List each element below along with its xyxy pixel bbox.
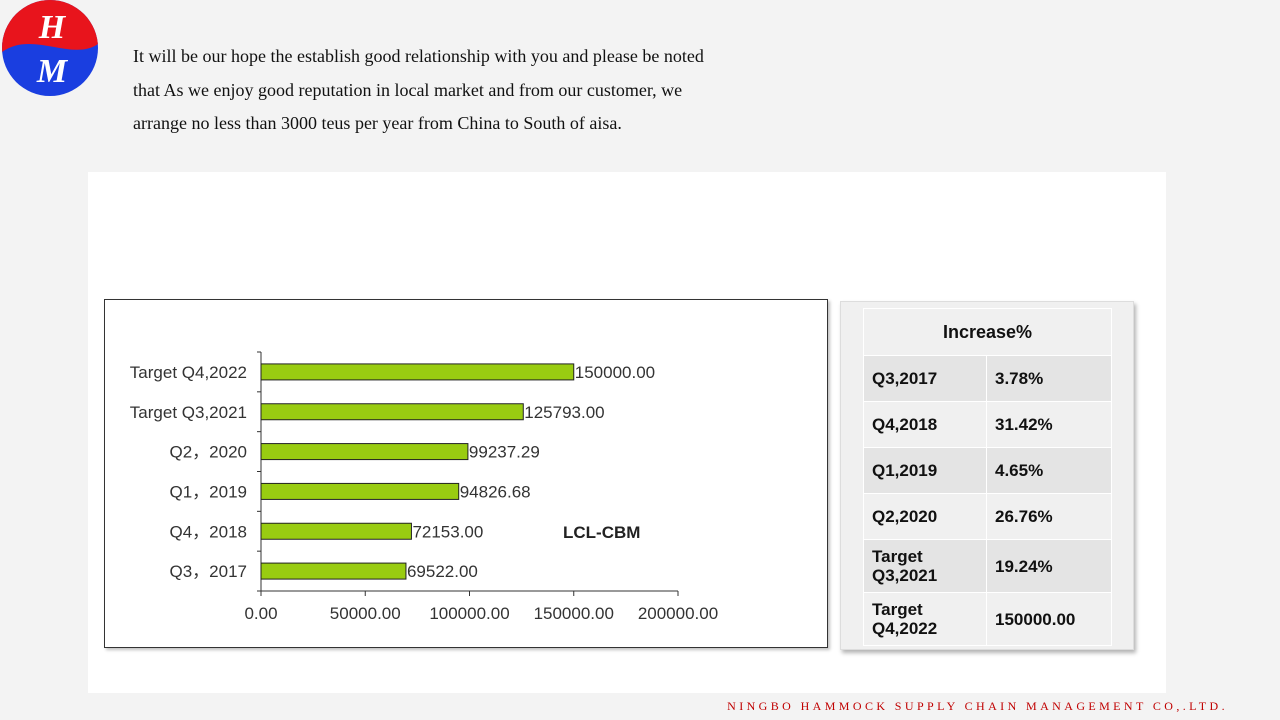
company-logo: H M xyxy=(2,0,98,96)
category-label: Q1，2019 xyxy=(170,482,248,501)
table-row: Target Q3,2021 19.24% xyxy=(863,539,1112,593)
period-cell: Target Q4,2022 xyxy=(863,592,987,646)
bar xyxy=(260,403,524,421)
bar xyxy=(260,482,460,500)
table-row: Q2,2020 26.76% xyxy=(863,493,1112,540)
value-label: 150000.00 xyxy=(575,363,655,382)
x-tick-label: 150000.00 xyxy=(534,604,614,623)
logo-letter-h: H xyxy=(38,9,67,46)
category-label: Q3，2017 xyxy=(170,562,248,581)
value-label: 72153.00 xyxy=(412,522,483,541)
bar xyxy=(260,522,412,540)
increase-table: Increase% Q3,2017 3.78% Q4,2018 31.42% Q… xyxy=(863,308,1112,646)
value-label: 99237.29 xyxy=(469,443,540,462)
increase-table-card: Increase% Q3,2017 3.78% Q4,2018 31.42% Q… xyxy=(840,301,1134,650)
category-label: Target Q4,2022 xyxy=(130,363,247,382)
bar xyxy=(260,443,469,461)
increase-table-header: Increase% xyxy=(863,308,1112,356)
table-row: Target Q4,2022 150000.00 xyxy=(863,592,1112,646)
value-label: 125793.00 xyxy=(524,403,604,422)
value-cell: 150000.00 xyxy=(986,592,1112,646)
category-label: Target Q3,2021 xyxy=(130,403,247,422)
value-label: 94826.68 xyxy=(460,482,531,501)
table-row: Q1,2019 4.65% xyxy=(863,447,1112,494)
logo-letter-m: M xyxy=(36,53,69,90)
company-footer: NINGBO HAMMOCK SUPPLY CHAIN MANAGEMENT C… xyxy=(727,699,1228,713)
x-tick-label: 0.00 xyxy=(244,604,277,623)
period-cell: Q1,2019 xyxy=(863,447,987,494)
value-cell: 31.42% xyxy=(986,401,1112,448)
value-label: 69522.00 xyxy=(407,562,478,581)
period-cell: Q2,2020 xyxy=(863,493,987,540)
period-cell: Q3,2017 xyxy=(863,355,987,402)
category-label: Q4，2018 xyxy=(170,522,248,541)
bar-chart-frame: 0.00 50000.00 100000.00 150000.00 200000.00 Q… xyxy=(104,299,828,648)
chart-annotation: LCL-CBM xyxy=(563,523,640,542)
period-cell: Target Q3,2021 xyxy=(863,539,987,593)
value-cell: 26.76% xyxy=(986,493,1112,540)
table-row: Q4,2018 31.42% xyxy=(863,401,1112,448)
period-cell: Q4,2018 xyxy=(863,401,987,448)
table-row: Q3,2017 3.78% xyxy=(863,355,1112,402)
x-tick-label: 50000.00 xyxy=(330,604,401,623)
value-cell: 19.24% xyxy=(986,539,1112,593)
bar xyxy=(260,562,407,580)
value-cell: 3.78% xyxy=(986,355,1112,402)
x-tick-label: 200000.00 xyxy=(638,604,718,623)
bar-chart: 0.00 50000.00 100000.00 150000.00 200000.00 Q… xyxy=(130,351,718,623)
value-cell: 4.65% xyxy=(986,447,1112,494)
bar xyxy=(260,363,575,381)
category-label: Q2，2020 xyxy=(170,443,248,462)
intro-paragraph: It will be our hope the establish good r… xyxy=(133,46,704,134)
x-tick-label: 100000.00 xyxy=(429,604,509,623)
